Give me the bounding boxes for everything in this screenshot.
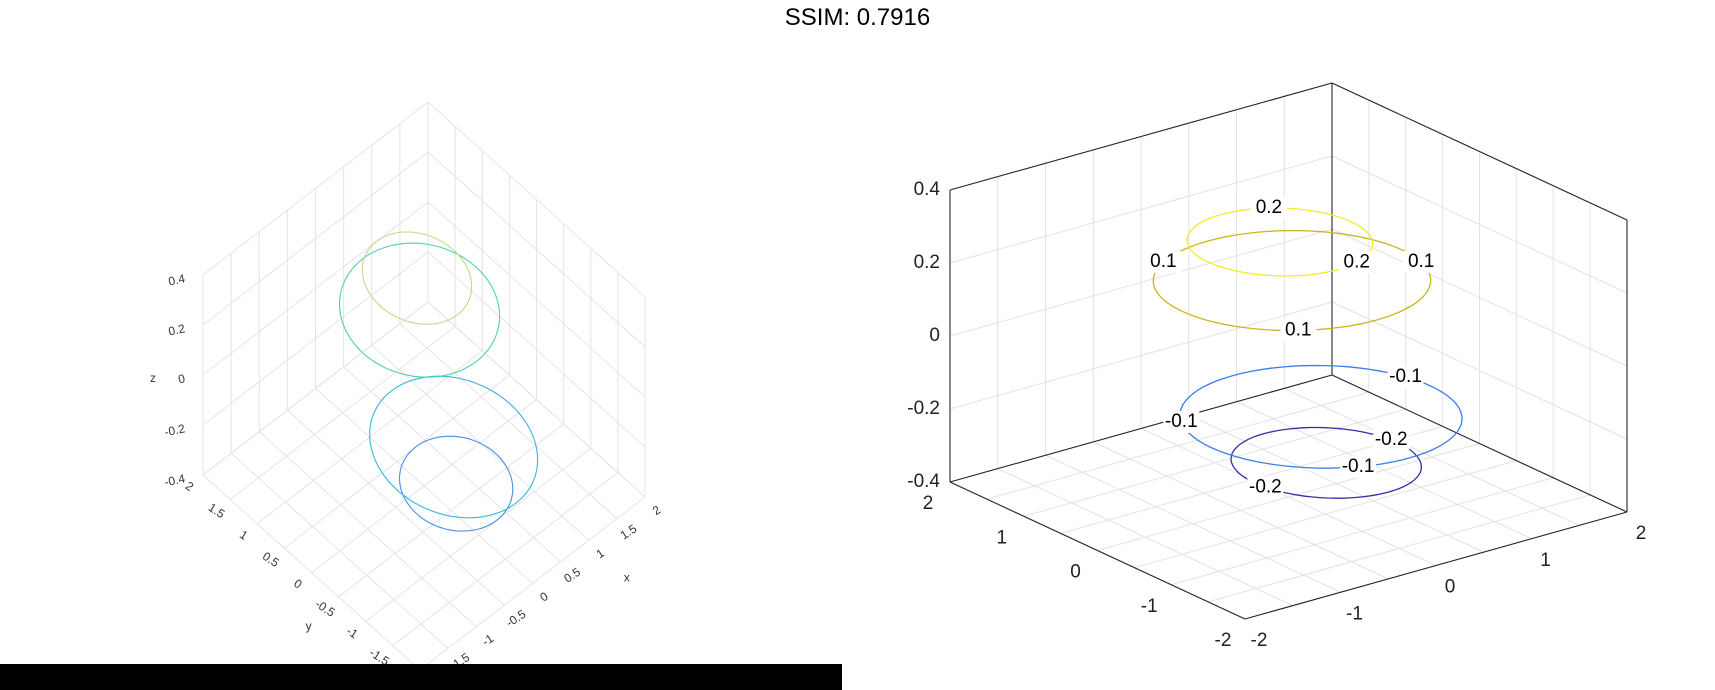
- grid-line: [202, 301, 429, 476]
- right-grid: [949, 82, 1628, 620]
- contour-label: 0.1: [1408, 251, 1434, 272]
- axes-edge: [1244, 511, 1628, 620]
- grid-line: [1331, 301, 1628, 440]
- grid-line: [1236, 401, 1532, 540]
- axes-edge: [1331, 374, 1628, 513]
- contour-line: [338, 242, 501, 378]
- x-tick-label: -1: [1346, 603, 1363, 624]
- z-tick-label: -0.2: [163, 421, 186, 439]
- contour-line: [1152, 229, 1432, 332]
- contour-label-bg: [1163, 410, 1200, 433]
- contour-label: -0.2: [1375, 429, 1408, 450]
- z-tick-label: -0.4: [907, 471, 940, 492]
- z-tick-label: 0: [177, 371, 187, 386]
- grid-line: [1331, 155, 1628, 294]
- x-tick-label: 2: [1636, 523, 1647, 544]
- grid-line: [311, 399, 537, 573]
- x-tick-label: 1: [1540, 550, 1551, 571]
- grid-line: [229, 325, 456, 500]
- contour-label: 0.2: [1344, 252, 1370, 273]
- z-tick-label: 0.2: [914, 252, 940, 273]
- y-tick-label: -1: [1141, 596, 1158, 617]
- z-tick-label: 0: [929, 325, 940, 346]
- grid-line: [1097, 443, 1480, 551]
- grid-line: [1284, 387, 1580, 526]
- y-tick-label: 0: [1070, 562, 1081, 583]
- contour-label: -0.1: [1342, 456, 1375, 477]
- y-axis-label: y: [306, 619, 312, 633]
- contour-label: -0.1: [1165, 411, 1198, 432]
- left-contours: [338, 231, 539, 532]
- z-axis-label: z: [150, 371, 156, 385]
- grid-line: [284, 374, 510, 549]
- y-tick-label: 1: [996, 527, 1007, 548]
- contour-line: [1179, 364, 1463, 469]
- grid-line: [1331, 228, 1628, 367]
- axes-edge: [949, 481, 1246, 620]
- contour-label-bg: [1373, 428, 1410, 451]
- contour-label-bg: [1340, 455, 1377, 478]
- axes-edge: [949, 82, 1333, 191]
- grid-line: [986, 391, 1370, 500]
- grid-line: [202, 251, 429, 426]
- contour-label: -0.2: [1249, 476, 1282, 497]
- contour-line: [398, 435, 514, 532]
- right-axes-box: [949, 82, 1628, 620]
- grid-line: [427, 251, 646, 448]
- grid-line: [427, 101, 646, 298]
- contour-label-bg: [1145, 251, 1182, 274]
- contour-label: 0.1: [1150, 251, 1176, 272]
- z-tick-label: 0.2: [167, 321, 187, 338]
- z-tick-label: 0.4: [914, 179, 941, 200]
- z-tick-label: -0.4: [163, 471, 186, 489]
- black-bar: [0, 664, 842, 690]
- axes-edge: [1331, 82, 1628, 221]
- grid-line: [1023, 408, 1406, 517]
- grid-line: [427, 301, 646, 498]
- contour-label-bg: [1338, 251, 1375, 274]
- axes-edge: [949, 374, 1333, 483]
- x-tick-label: 0: [1445, 577, 1456, 598]
- contour-label-bg: [1403, 251, 1440, 274]
- contour-line: [361, 231, 473, 325]
- figure-title: SSIM: 0.7916: [784, 4, 931, 31]
- grid-line: [1188, 414, 1484, 553]
- grid-line: [202, 201, 429, 376]
- contour-label: -0.1: [1389, 366, 1422, 387]
- grid-line: [202, 101, 429, 276]
- grid-line: [343, 366, 561, 563]
- y-tick-label: -2: [1215, 630, 1232, 651]
- grid-line: [949, 155, 1333, 264]
- z-tick-label: 0.4: [167, 271, 187, 288]
- left-tick-labels: -1.5-1-0.500.511.52-1.5-1-0.500.511.52-0…: [150, 271, 663, 673]
- contour-label-bg: [1247, 476, 1284, 499]
- contour-label-bg: [1250, 197, 1287, 220]
- x-tick-label: -2: [1251, 630, 1268, 651]
- contour-label: 0.2: [1256, 197, 1282, 218]
- y-tick-label: 2: [923, 493, 934, 514]
- grid-line: [949, 301, 1333, 410]
- left-grid: [202, 101, 646, 671]
- left-contour3-plot: -1.5-1-0.500.511.52-1.5-1-0.500.511.52-0…: [150, 101, 663, 673]
- grid-line: [427, 151, 646, 348]
- contour-label-bg: [1280, 319, 1317, 342]
- grid-line: [202, 151, 429, 326]
- contour-label-bg: [1387, 365, 1424, 388]
- grid-line: [399, 323, 618, 519]
- contour-label: 0.1: [1285, 320, 1311, 341]
- grid-line: [427, 201, 646, 398]
- x-axis-label: x: [624, 570, 630, 584]
- right-contour-labels: 0.20.1 0.2 0.10.1-0.1-0.1-0.2-0.2-0.1: [1145, 197, 1440, 499]
- z-tick-label: -0.2: [907, 398, 940, 419]
- grid-line: [949, 228, 1333, 337]
